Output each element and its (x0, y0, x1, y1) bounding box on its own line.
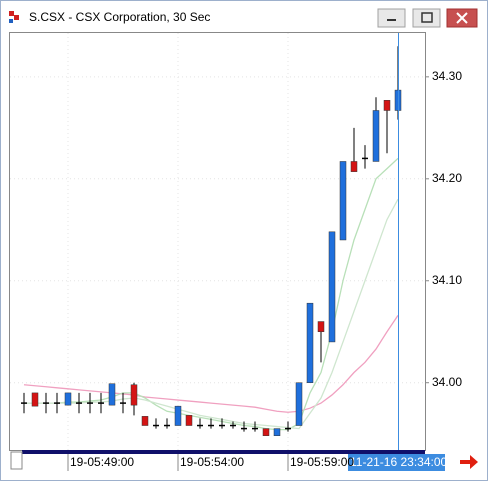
moving-average (24, 198, 399, 430)
title-bar (1, 1, 487, 31)
scroll-track (22, 450, 425, 454)
candle-body (372, 110, 380, 162)
minimize-button[interactable] (377, 8, 406, 28)
x-tick-label: 19-05:49:00 (70, 455, 134, 469)
close-button[interactable] (446, 8, 478, 28)
y-tick-label: 34.20 (432, 171, 462, 185)
candle-body (295, 382, 303, 426)
y-tick-label: 34.10 (432, 273, 462, 287)
cursor-label-bg (348, 454, 445, 471)
plot (10, 33, 429, 450)
candle-body (328, 231, 336, 343)
candle-body (350, 161, 358, 172)
plot-area (9, 32, 426, 451)
x-tick-label: 19-05:54:00 (180, 455, 244, 469)
candle-body (64, 392, 72, 406)
app-icon (9, 11, 19, 23)
scroll-right-arrow[interactable] (460, 455, 478, 469)
candle-body (273, 428, 281, 436)
y-tick-label: 34.30 (432, 69, 462, 83)
candle-body (339, 161, 347, 241)
candle-body (108, 383, 116, 406)
candle-body (174, 405, 182, 426)
cursor-label: 11-21-16 23:34:00 (350, 455, 448, 469)
maximize-button[interactable] (412, 8, 441, 28)
candle-body (130, 384, 138, 406)
candle-body (31, 392, 39, 407)
candle-body (141, 416, 149, 426)
candle-body (317, 321, 325, 332)
moving-average (23, 315, 399, 413)
candle-body (306, 302, 314, 383)
candle-body (383, 100, 391, 111)
x-tick-label: 19-05:59:00 (290, 455, 354, 469)
y-tick-label: 34.00 (432, 375, 462, 389)
candle-body (185, 415, 193, 426)
candle-body (262, 428, 270, 436)
scroll-thumb[interactable] (10, 451, 23, 470)
window-title: S.CSX - CSX Corporation, 30 Sec (29, 10, 210, 24)
